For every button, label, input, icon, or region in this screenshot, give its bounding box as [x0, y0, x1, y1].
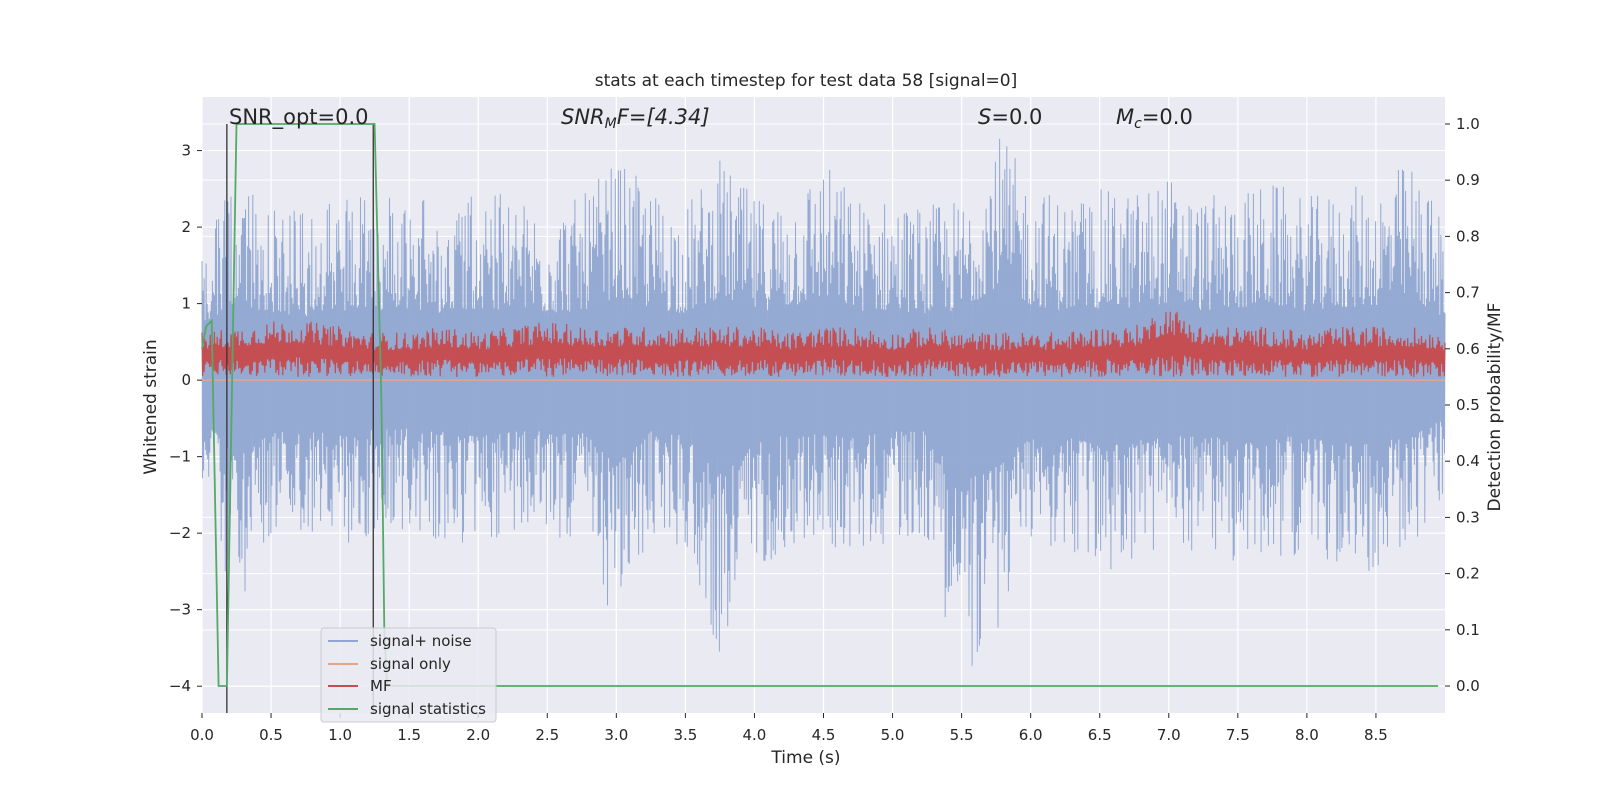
legend-box: [320, 627, 497, 723]
y-tick-label: 3: [181, 142, 191, 160]
x-tick-label: 7.0: [1157, 726, 1181, 744]
x-tick-label: 4.5: [812, 726, 836, 744]
x-tick-label: 5.5: [950, 726, 974, 744]
legend-label-signal-noise: signal+ noise: [370, 632, 472, 650]
series-mf: [201, 311, 1446, 377]
y2-tick-label: 0.4: [1456, 452, 1480, 470]
legend: signal+ noise signal only MF signal stat…: [320, 627, 497, 723]
x-tick-label: 3.0: [604, 726, 628, 744]
y2-tick-label: 0.3: [1456, 508, 1480, 526]
annotation-mc-rest: =0.0: [1142, 105, 1193, 129]
legend-label-mf: MF: [370, 677, 392, 695]
annotation-snr-opt: SNR_opt=0.0: [229, 105, 369, 130]
y2-tick-label: 0.7: [1456, 284, 1480, 302]
x-tick-label: 0.0: [190, 726, 214, 744]
x-tick-label: 2.0: [466, 726, 490, 744]
y2-tick-label: 0.6: [1456, 340, 1480, 358]
x-tick-label: 1.0: [328, 726, 352, 744]
annotation-s-rest: =0.0: [991, 105, 1042, 129]
signal-noise-line: [201, 138, 1446, 666]
y2-axis-label: Detection probability/MF: [1485, 303, 1505, 512]
y-tick-labels: 3 2 1 0 −1 −2 −3 −4: [169, 142, 202, 695]
series-signal-noise: [201, 138, 1446, 666]
y-tick-label: −3: [169, 601, 191, 619]
x-tick-label: 8.5: [1364, 726, 1388, 744]
x-tick-label: 4.0: [743, 726, 767, 744]
mf-line: [201, 311, 1446, 377]
annotation-mc: Mc=0.0: [1116, 105, 1193, 132]
annotation-snr-mf: SNRMF=[4.34]: [561, 105, 710, 132]
annotation-s-main: S: [978, 105, 991, 129]
x-tick-label: 1.5: [397, 726, 421, 744]
y2-tick-label: 0.1: [1456, 621, 1480, 639]
legend-label-signal-only: signal only: [370, 655, 451, 673]
y2-tick-labels: 1.0 0.9 0.8 0.7 0.6 0.5 0.4 0.3 0.2 0.1 0.0: [1445, 115, 1480, 695]
y2-tick-label: 0.8: [1456, 227, 1480, 245]
x-tick-label: 6.0: [1019, 726, 1043, 744]
y2-tick-label: 0.0: [1456, 677, 1480, 695]
vertical-markers: [226, 123, 374, 713]
annotation-mc-main: M: [1116, 105, 1134, 129]
annotation-snr-mf-rest: F=[4.34]: [617, 105, 710, 129]
x-tick-label: 0.5: [259, 726, 283, 744]
annotation-snr-mf-main: SNR: [561, 105, 605, 129]
y-tick-label: 2: [181, 218, 191, 236]
y-tick-label: −4: [169, 677, 191, 695]
annotation-snr-mf-sub: M: [605, 116, 617, 132]
y2-tick-label: 1.0: [1456, 115, 1480, 133]
legend-label-signal-statistics: signal statistics: [370, 700, 486, 718]
x-tick-label: 3.5: [673, 726, 697, 744]
y2-tick-label: 0.2: [1456, 565, 1480, 583]
y2-tick-label: 0.9: [1456, 171, 1480, 189]
y-axis-label: Whitened strain: [141, 339, 161, 474]
chart-title: stats at each timestep for test data 58 …: [595, 71, 1018, 91]
y-tick-label: −2: [169, 524, 191, 542]
x-tick-label: 5.0: [881, 726, 905, 744]
x-axis-label: Time (s): [770, 748, 840, 768]
x-tick-label: 8.0: [1295, 726, 1319, 744]
x-tick-label: 6.5: [1088, 726, 1112, 744]
x-tick-label: 7.5: [1226, 726, 1250, 744]
annotation-mc-sub: c: [1134, 116, 1142, 132]
annotation-s: S=0.0: [978, 105, 1042, 129]
x-tick-labels: 0.0 0.5 1.0 1.5 2.0 2.5 3.0 3.5 4.0 4.5 5.0 5.5 6.0 6…: [190, 713, 1388, 744]
y2-tick-label: 0.5: [1456, 396, 1480, 414]
x-tick-label: 2.5: [535, 726, 559, 744]
y-tick-label: 1: [181, 295, 191, 313]
y-tick-label: 0: [181, 371, 191, 389]
y-tick-label: −1: [169, 448, 191, 466]
